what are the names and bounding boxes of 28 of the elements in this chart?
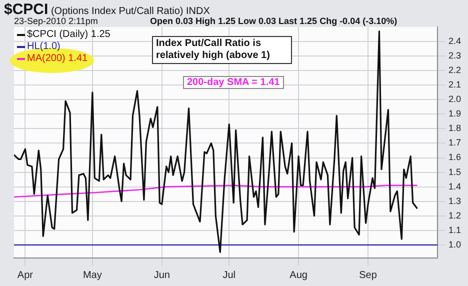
y-tick-label: 2.1	[448, 80, 462, 90]
y-tick-label: 1.8	[448, 123, 462, 134]
x-tick-label: May	[82, 270, 102, 281]
y-tick-label: 1.9	[448, 108, 462, 119]
annotation: 200-day SMA = 1.41	[183, 76, 284, 89]
y-tick-label: 1.1	[448, 224, 462, 235]
y-tick-label: 1.4	[448, 181, 462, 192]
chart-subtitle: 23-Sep-2010 2:11pm	[14, 16, 98, 26]
annotation: Index Put/Call Ratio is relatively high (above 1)	[152, 36, 292, 64]
text: Open 0.03 High 1.25 Low 0.03 Last 1.25 Chg -0.04 (-3.10%)	[150, 16, 398, 26]
x-tick-label: Sep	[359, 270, 378, 281]
y-tick-label: 2.3	[448, 50, 462, 61]
y-tick-label: 1.3	[448, 196, 462, 206]
y-tick-label: 2.0	[448, 94, 462, 104]
chart-title: $CPCI (Options Index Put/Call Ratio) INDX	[4, 1, 210, 18]
x-tick-label: Apr	[17, 270, 34, 281]
x-tick-label: Jun	[154, 270, 170, 281]
y-tick-label: 1.5	[448, 166, 462, 177]
legend-label: MA(200) 1.41	[27, 53, 88, 65]
y-tick-label: 2.4	[448, 36, 462, 46]
y-tick-label: 1.6	[448, 152, 462, 162]
x-tick-label: Aug	[290, 270, 308, 281]
y-tick-label: 2.2	[448, 65, 462, 76]
legend-label: $CPCI (Daily) 1.25	[27, 29, 110, 41]
y-tick-label: 1.0	[448, 239, 462, 250]
y-tick-label: 1.7	[448, 138, 462, 148]
y-tick-label: 1.2	[448, 210, 462, 220]
x-tick-label: Jul	[222, 270, 236, 281]
